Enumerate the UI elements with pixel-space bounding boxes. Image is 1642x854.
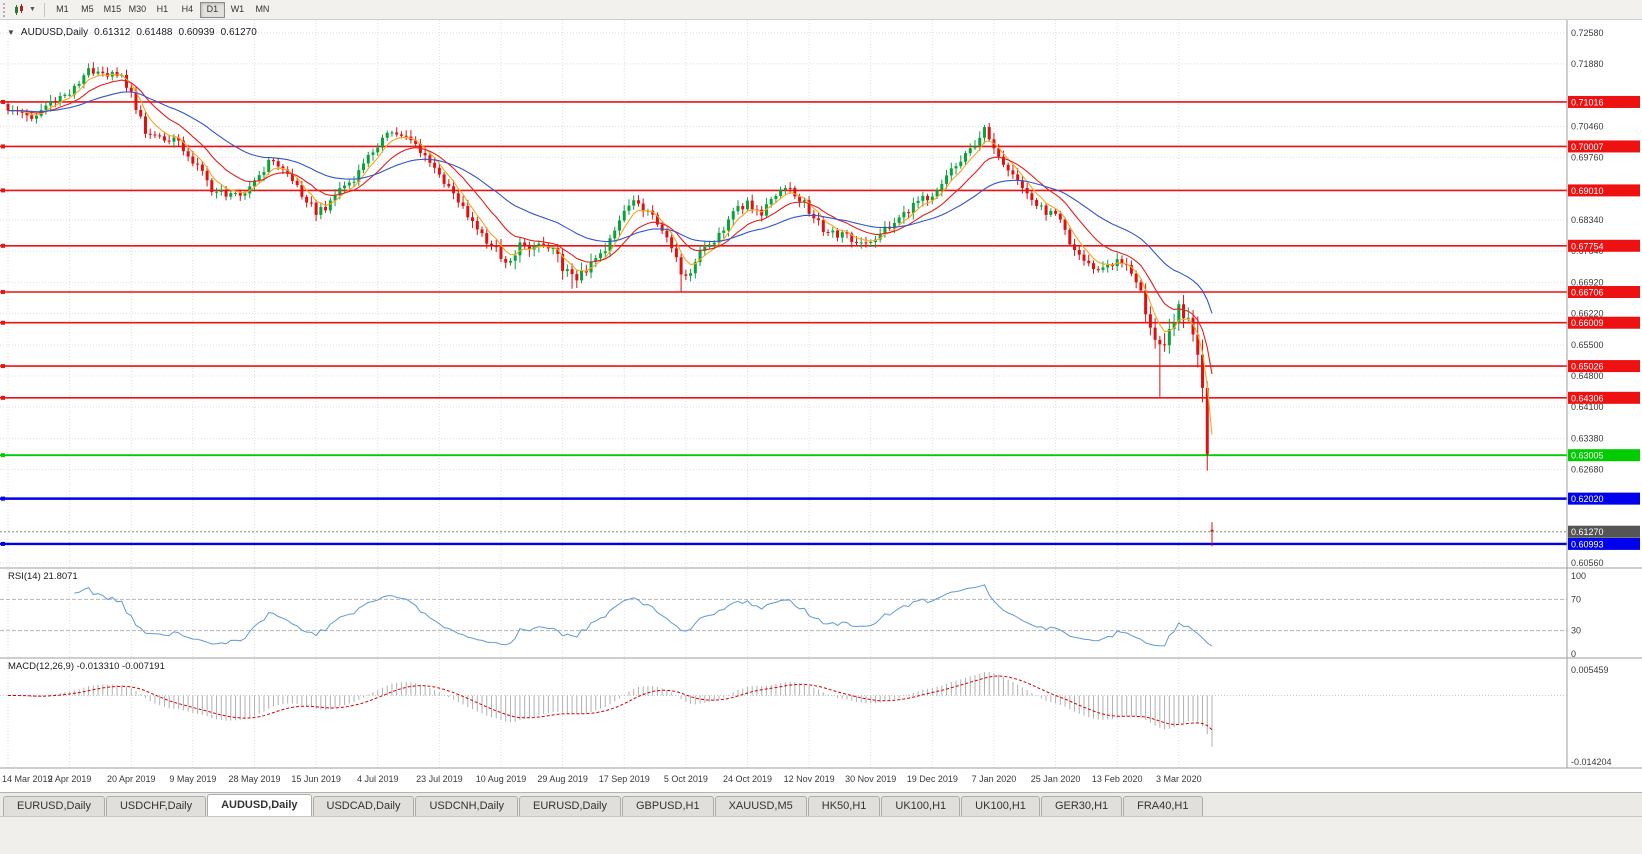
svg-text:30: 30 (1571, 626, 1581, 636)
svg-text:0.66220: 0.66220 (1571, 308, 1604, 318)
svg-text:0.72580: 0.72580 (1571, 28, 1604, 38)
svg-text:10 Aug 2019: 10 Aug 2019 (476, 774, 527, 784)
svg-text:70: 70 (1571, 594, 1581, 604)
svg-text:-0.014204: -0.014204 (1571, 757, 1612, 767)
svg-text:0.62020: 0.62020 (1571, 494, 1604, 504)
timeframe-button-w1[interactable]: W1 (225, 2, 250, 18)
svg-text:2 Apr 2019: 2 Apr 2019 (48, 774, 92, 784)
grid-layer (0, 20, 1567, 768)
chart-region[interactable]: 0.725800.718800.704600.697600.683400.676… (0, 20, 1642, 792)
toolbar-separator (43, 2, 45, 17)
chart-tab-5[interactable]: USDCNH,Daily (415, 796, 519, 816)
chart-tab-4[interactable]: USDCAD,Daily (312, 796, 415, 816)
timeframe-button-mn[interactable]: MN (250, 2, 275, 18)
status-bar (0, 816, 1642, 854)
chart-tab-3[interactable]: AUDUSD,Daily (207, 794, 312, 816)
price-axis: 0.725800.718800.704600.697600.683400.676… (1568, 28, 1640, 767)
one-click-trading-arrow-icon[interactable]: ▼ (7, 28, 15, 37)
svg-text:0.005459: 0.005459 (1571, 665, 1609, 675)
svg-text:0.65026: 0.65026 (1571, 362, 1604, 372)
timeframe-button-m30[interactable]: M30 (125, 2, 150, 18)
svg-text:14 Mar 2019: 14 Mar 2019 (2, 774, 53, 784)
svg-text:0.68340: 0.68340 (1571, 215, 1604, 225)
chevron-down-icon: ▼ (29, 5, 36, 13)
rsi-pane (0, 584, 1567, 647)
svg-text:12 Nov 2019: 12 Nov 2019 (784, 774, 835, 784)
svg-text:0: 0 (1571, 649, 1576, 659)
timeframe-button-m15[interactable]: M15 (100, 2, 125, 18)
svg-text:0.70007: 0.70007 (1571, 142, 1604, 152)
svg-text:9 May 2019: 9 May 2019 (169, 774, 216, 784)
svg-text:29 Aug 2019: 29 Aug 2019 (537, 774, 588, 784)
timeframe-button-d1[interactable]: D1 (199, 1, 225, 18)
timeframe-button-h4[interactable]: H4 (175, 2, 200, 18)
svg-text:0.60560: 0.60560 (1571, 558, 1604, 568)
svg-text:0.71016: 0.71016 (1571, 97, 1604, 107)
svg-text:0.62680: 0.62680 (1571, 465, 1604, 475)
timeframe-button-h1[interactable]: H1 (150, 2, 175, 18)
chart-tab-1[interactable]: EURUSD,Daily (3, 796, 105, 816)
svg-text:0.69760: 0.69760 (1571, 152, 1604, 162)
svg-text:28 May 2019: 28 May 2019 (228, 774, 280, 784)
svg-text:20 Apr 2019: 20 Apr 2019 (107, 774, 156, 784)
toolbar-grip[interactable] (3, 2, 8, 17)
svg-text:3 Mar 2020: 3 Mar 2020 (1156, 774, 1202, 784)
svg-text:0.63380: 0.63380 (1571, 434, 1604, 444)
svg-text:0.64800: 0.64800 (1571, 371, 1604, 381)
svg-text:0.63005: 0.63005 (1571, 451, 1604, 461)
svg-text:0.69010: 0.69010 (1571, 186, 1604, 196)
svg-text:30 Nov 2019: 30 Nov 2019 (845, 774, 896, 784)
timeframe-button-m5[interactable]: M5 (75, 2, 100, 18)
chart-tab-7[interactable]: GBPUSD,H1 (622, 796, 714, 816)
svg-text:23 Jul 2019: 23 Jul 2019 (416, 774, 463, 784)
chart-tab-8[interactable]: XAUUSD,M5 (714, 796, 807, 816)
chart-type-dropdown-button[interactable]: ▼ (11, 3, 39, 17)
svg-text:5 Oct 2019: 5 Oct 2019 (664, 774, 708, 784)
candlestick-chart-icon (15, 3, 23, 15)
svg-text:7 Jan 2020: 7 Jan 2020 (972, 774, 1017, 784)
pane-separators (0, 20, 1642, 769)
chart-tab-6[interactable]: EURUSD,Daily (519, 796, 621, 816)
macd-pane (0, 672, 1567, 747)
svg-text:0.64100: 0.64100 (1571, 402, 1604, 412)
svg-text:24 Oct 2019: 24 Oct 2019 (723, 774, 772, 784)
svg-text:19 Dec 2019: 19 Dec 2019 (907, 774, 958, 784)
svg-text:0.66706: 0.66706 (1571, 288, 1604, 298)
timeframe-button-m1[interactable]: M1 (50, 2, 75, 18)
svg-text:100: 100 (1571, 571, 1586, 581)
svg-text:15 Jun 2019: 15 Jun 2019 (291, 774, 341, 784)
svg-text:0.64306: 0.64306 (1571, 393, 1604, 403)
svg-text:0.61270: 0.61270 (1571, 527, 1604, 537)
svg-text:0.70460: 0.70460 (1571, 121, 1604, 131)
svg-text:17 Sep 2019: 17 Sep 2019 (599, 774, 650, 784)
chart-tab-10[interactable]: UK100,H1 (881, 796, 961, 816)
svg-text:4 Jul 2019: 4 Jul 2019 (357, 774, 399, 784)
chart-tab-11[interactable]: UK100,H1 (961, 796, 1040, 816)
svg-text:0.71880: 0.71880 (1571, 59, 1604, 69)
svg-text:0.60993: 0.60993 (1571, 539, 1604, 549)
svg-text:0.66920: 0.66920 (1571, 278, 1604, 288)
chart-canvas[interactable]: 0.725800.718800.704600.697600.683400.676… (0, 20, 1642, 792)
svg-text:0.66009: 0.66009 (1571, 318, 1604, 328)
svg-text:0.67754: 0.67754 (1571, 241, 1604, 251)
chart-tab-12[interactable]: GER30,H1 (1040, 796, 1123, 816)
svg-text:13 Feb 2020: 13 Feb 2020 (1092, 774, 1143, 784)
chart-tab-9[interactable]: HK50,H1 (807, 796, 881, 816)
chart-tab-bar: EURUSD,Daily USDCHF,Daily AUDUSD,Daily U… (0, 792, 1642, 816)
svg-text:0.65500: 0.65500 (1571, 340, 1604, 350)
svg-text:25 Jan 2020: 25 Jan 2020 (1031, 774, 1081, 784)
chart-tab-2[interactable]: USDCHF,Daily (105, 796, 207, 816)
timeframe-toolbar: ▼ M1 M5 M15 M30 H1 H4 D1 W1 MN (0, 0, 1642, 20)
chart-tab-13[interactable]: FRA40,H1 (1123, 796, 1203, 816)
price-pane[interactable] (0, 62, 1567, 547)
